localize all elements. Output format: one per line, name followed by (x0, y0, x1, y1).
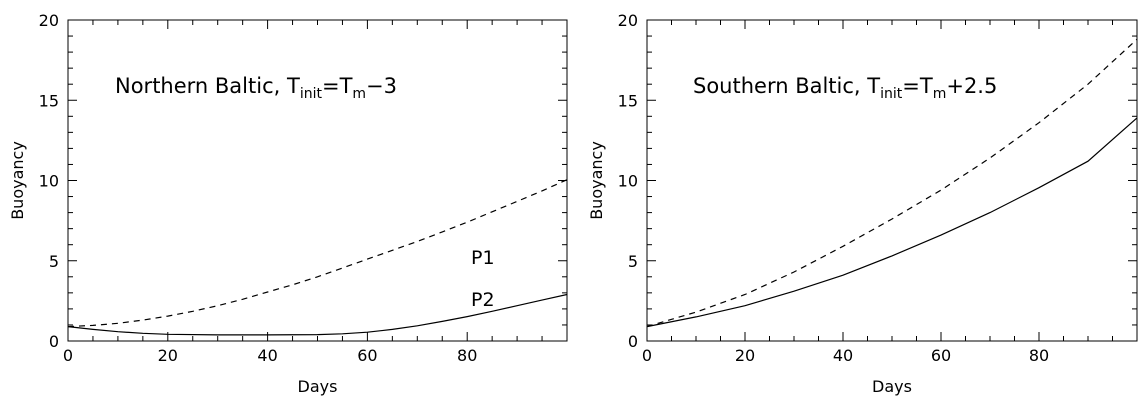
x-axis-label: Days (872, 377, 912, 396)
chart-panel-northern: 0 5 10 15 20 0 20 40 60 80 Days Buoyancy P1 P2 Norther… (8, 11, 568, 396)
annotation-main: Northern Baltic, T (115, 74, 300, 98)
y-axis-label: Buoyancy (8, 141, 27, 220)
y-tick-label: 20 (618, 11, 638, 30)
x-tick-label: 40 (257, 346, 277, 365)
x-tick-label: 0 (63, 346, 73, 365)
x-tick-label: 60 (357, 346, 377, 365)
annotation-sub1: init (880, 86, 903, 102)
y-tick-label: 10 (39, 172, 59, 191)
annotation-sub2: m (352, 86, 366, 102)
annotation-sub2: m (933, 86, 947, 102)
y-axis-label: Buoyancy (587, 141, 606, 220)
series-line-solid (67, 293, 568, 336)
series-line-dashed (67, 179, 568, 328)
x-tick-label: 20 (158, 346, 178, 365)
annotation-mid: =T (322, 74, 353, 98)
series-label: P2 (471, 289, 495, 311)
series-line-dashed (646, 38, 1138, 328)
y-tick-label: 15 (39, 91, 59, 110)
y-tick-label: 0 (49, 332, 59, 351)
y-tick-label: 15 (618, 91, 638, 110)
x-tick-label: 80 (1029, 346, 1049, 365)
annotation-tail: +2.5 (946, 74, 997, 98)
panel-annotation: Northern Baltic, Tinit=Tm−3 (115, 74, 397, 102)
y-tick-label: 5 (49, 252, 59, 271)
y-tick-label: 10 (618, 172, 638, 191)
x-tick-label: 40 (833, 346, 853, 365)
x-axis-label: Days (298, 377, 338, 396)
x-tick-label: 60 (931, 346, 951, 365)
annotation-sub1: init (300, 86, 323, 102)
x-tick-label: 80 (457, 346, 477, 365)
series-label: P1 (471, 247, 495, 269)
chart-panel-southern: 0 5 10 15 20 0 20 40 60 80 Days Buoyancy Southern Ba… (587, 11, 1138, 396)
series-line-solid (646, 117, 1138, 328)
plot-frame (646, 19, 1138, 342)
x-tick-label: 20 (735, 346, 755, 365)
y-tick-label: 20 (39, 11, 59, 30)
annotation-mid: =T (902, 74, 933, 98)
x-tick-label: 0 (642, 346, 652, 365)
panel-annotation: Southern Baltic, Tinit=Tm+2.5 (693, 74, 997, 102)
y-tick-label: 5 (628, 252, 638, 271)
annotation-main: Southern Baltic, T (693, 74, 880, 98)
y-tick-label: 0 (628, 332, 638, 351)
annotation-tail: −3 (366, 74, 397, 98)
